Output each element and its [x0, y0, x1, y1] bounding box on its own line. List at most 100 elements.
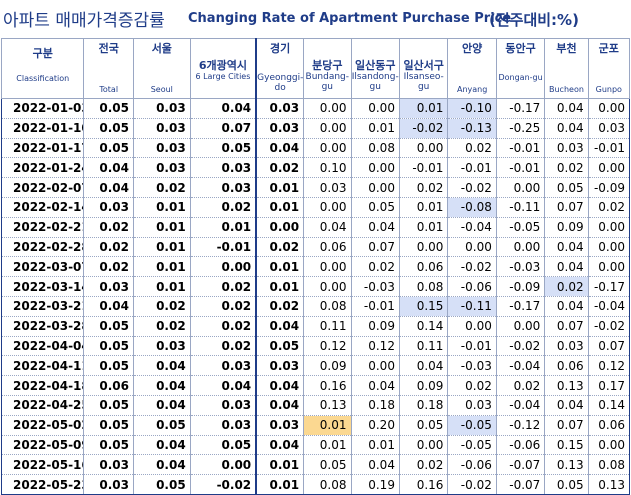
value-cell: 0.01 — [398, 217, 448, 238]
column-header-korean: 일산서구 — [403, 59, 444, 72]
table-row: 2022-05-16 0.03 0.04 0.00 0.01 0.05 0.04 0.02 -0… — [0, 454, 631, 476]
value-cell: 0.09 — [544, 217, 589, 238]
value-cell: 0.14 — [398, 316, 448, 337]
value-cell: 0.00 — [303, 98, 351, 119]
value-cell: -0.11 — [495, 197, 545, 218]
value-cell: 0.00 — [189, 454, 257, 476]
value-cell: -0.01 — [447, 157, 497, 179]
date-cell: 2022-04-04 — [0, 336, 84, 357]
value-cell: 0.00 — [587, 157, 631, 179]
value-cell: -0.06 — [447, 454, 497, 476]
value-cell: 0.02 — [83, 237, 134, 258]
column-header-english: Bucheon — [549, 85, 584, 94]
value-cell: 0.04 — [83, 177, 134, 198]
value-cell: 0.03 — [83, 276, 134, 297]
value-cell: 0.02 — [398, 177, 448, 198]
date-cell: 2022-02-21 — [0, 217, 84, 238]
column-header: 일산서구 Ilsanseo-gu — [398, 38, 449, 99]
value-cell: 0.04 — [398, 355, 448, 377]
column-header-korean: 안양 — [462, 42, 483, 55]
value-cell: 0.02 — [255, 296, 304, 317]
value-cell: 0.09 — [303, 355, 351, 377]
value-cell: 0.00 — [587, 435, 631, 456]
value-cell: 0.04 — [255, 375, 304, 396]
value-cell: -0.02 — [587, 316, 631, 337]
value-cell: 0.02 — [83, 256, 134, 278]
value-cell: -0.08 — [447, 197, 497, 218]
value-cell: 0.19 — [350, 474, 400, 495]
value-cell: 0.02 — [350, 256, 400, 278]
date-cell: 2022-01-03 — [0, 98, 84, 119]
value-cell: 0.02 — [189, 336, 257, 357]
value-cell: 0.05 — [83, 98, 134, 119]
value-cell: -0.13 — [447, 118, 497, 139]
value-cell: 0.08 — [350, 138, 400, 159]
value-cell: 0.00 — [303, 118, 351, 139]
value-cell: 0.05 — [398, 415, 448, 436]
value-cell: 0.04 — [544, 98, 589, 119]
value-cell: 0.09 — [398, 375, 448, 396]
value-cell: 0.05 — [544, 177, 589, 198]
value-cell: 0.01 — [350, 435, 400, 456]
value-cell: 0.08 — [587, 454, 631, 476]
date-cell: 2022-05-16 — [0, 454, 84, 476]
table-row: 2022-02-07 0.04 0.02 0.03 0.01 0.03 0.00 0.02 -0… — [0, 177, 631, 198]
value-cell: 0.01 — [255, 256, 304, 278]
value-cell: 0.00 — [495, 316, 545, 337]
value-cell: 0.04 — [544, 395, 589, 416]
value-cell: 0.01 — [255, 474, 304, 495]
value-cell: 0.12 — [303, 336, 351, 357]
value-cell: 0.04 — [132, 375, 191, 396]
value-cell: 0.11 — [398, 336, 448, 357]
value-cell: 0.05 — [255, 336, 304, 357]
column-header-korean: 전국 — [98, 42, 119, 55]
column-header-korean: 분당구 — [312, 59, 343, 72]
value-cell: 0.04 — [544, 256, 589, 278]
value-cell: -0.17 — [495, 98, 545, 119]
value-cell: -0.02 — [447, 474, 497, 495]
value-cell: 0.18 — [398, 395, 448, 416]
value-cell: -0.04 — [495, 355, 545, 377]
column-header-korean: 구분 — [32, 47, 53, 60]
table-row: 2022-05-09 0.05 0.04 0.05 0.04 0.01 0.01 0.00 -0… — [0, 435, 631, 456]
column-header: 군포 Gunpo — [587, 38, 631, 99]
column-header: 분당구 Bundang-gu — [303, 38, 352, 99]
value-cell: 0.03 — [544, 336, 589, 357]
value-cell: 0.02 — [189, 296, 257, 317]
table-row: 2022-04-18 0.06 0.04 0.04 0.04 0.16 0.04 0.09 0.… — [0, 375, 631, 396]
value-cell: 0.05 — [83, 415, 134, 436]
value-cell: -0.02 — [189, 474, 257, 495]
value-cell: 0.04 — [255, 435, 304, 456]
column-header-english: Seoul — [150, 85, 173, 94]
value-cell: -0.01 — [587, 138, 631, 159]
date-cell: 2022-02-07 — [0, 177, 84, 198]
value-cell: -0.01 — [447, 336, 497, 357]
table-row: 2022-03-28 0.05 0.02 0.02 0.04 0.11 0.09 0.14 0.… — [0, 316, 631, 337]
value-cell: 0.06 — [587, 415, 631, 436]
table-row: 2022-02-14 0.03 0.01 0.02 0.01 0.00 0.05 0.01 -0… — [0, 197, 631, 218]
value-cell: 0.04 — [255, 316, 304, 337]
value-cell: 0.04 — [189, 98, 257, 119]
value-cell: 0.00 — [350, 98, 400, 119]
value-cell: 0.01 — [350, 118, 400, 139]
value-cell: -0.03 — [447, 355, 497, 377]
value-cell: 0.00 — [303, 256, 351, 278]
value-cell: -0.10 — [447, 98, 497, 119]
value-cell: -0.05 — [447, 435, 497, 456]
value-cell: -0.02 — [447, 177, 497, 198]
value-cell: 0.00 — [495, 177, 545, 198]
value-cell: 0.04 — [132, 435, 191, 456]
value-cell: 0.01 — [132, 237, 191, 258]
value-cell: 0.02 — [132, 177, 191, 198]
value-cell: 0.02 — [447, 138, 497, 159]
column-header-korean: 군포 — [598, 42, 619, 55]
value-cell: 0.04 — [132, 454, 191, 476]
value-cell: 0.00 — [447, 237, 497, 258]
value-cell: 0.04 — [83, 157, 134, 179]
value-cell: 0.03 — [83, 474, 134, 495]
table-row: 2022-01-24 0.04 0.03 0.03 0.02 0.10 0.00 -0.01-… — [0, 157, 631, 179]
date-cell: 2022-03-14 — [0, 276, 84, 297]
value-cell: 0.00 — [303, 276, 351, 297]
value-cell: 0.05 — [83, 355, 134, 377]
table-row: 2022-03-14 0.03 0.01 0.02 0.01 0.00 -0.03 0.08-… — [0, 276, 631, 297]
